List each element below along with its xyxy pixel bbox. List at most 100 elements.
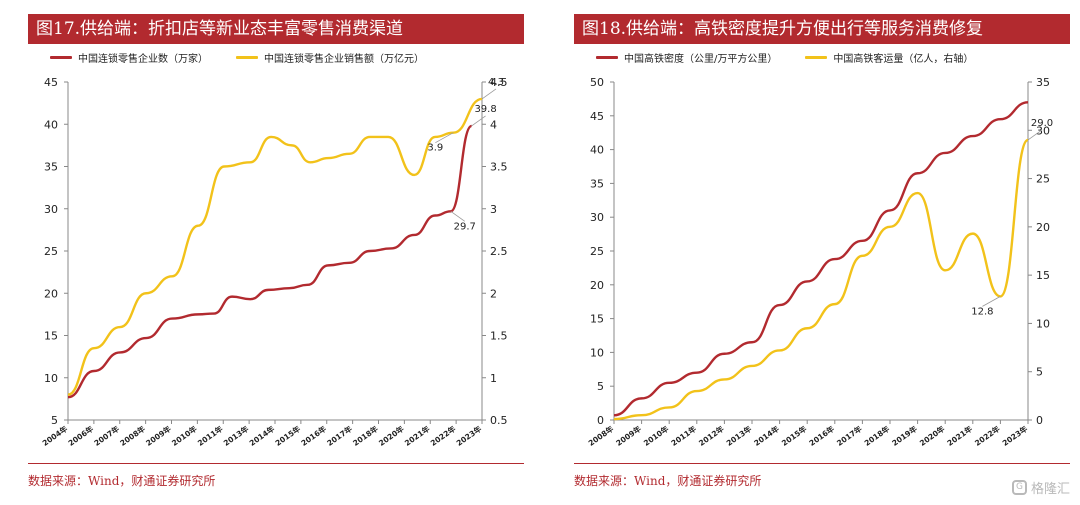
x-tick-label: 2009年 xyxy=(614,423,643,448)
x-tick-label: 2018年 xyxy=(351,423,380,448)
annotation-leader xyxy=(450,210,465,222)
x-tick-label: 2010年 xyxy=(641,423,670,448)
data-label: 12.8 xyxy=(971,306,993,317)
x-tick-label: 2006年 xyxy=(66,423,95,448)
legend-label: 中国高铁密度（公里/万平方公里） xyxy=(624,54,778,65)
y-tick-label-left: 45 xyxy=(590,110,604,123)
legend-swatch-red xyxy=(596,56,618,59)
chart-title: 图17.供给端：折扣店等新业态丰富零售消费渠道 xyxy=(28,14,524,44)
chart-legend: 中国连锁零售企业数（万家） 中国连锁零售企业销售额（万亿元） xyxy=(50,50,424,65)
y-tick-label-right: 2.5 xyxy=(490,245,508,258)
divider xyxy=(574,463,1070,464)
x-tick-label: 2013年 xyxy=(221,423,250,448)
x-tick-label: 2022年 xyxy=(973,423,1002,448)
x-tick-label: 2015年 xyxy=(779,423,808,448)
legend-item: 中国连锁零售企业销售额（万亿元） xyxy=(236,50,424,65)
x-tick-label: 2018年 xyxy=(862,423,891,448)
legend-label: 中国连锁零售企业数（万家） xyxy=(78,54,208,65)
y-tick-label-right: 3.5 xyxy=(490,161,508,174)
legend-swatch-yellow xyxy=(236,56,258,59)
series-line-yellow xyxy=(67,97,483,396)
divider xyxy=(28,463,524,464)
annotation-leader xyxy=(471,115,486,127)
x-tick-label: 2017年 xyxy=(835,423,864,448)
y-tick-label-left: 10 xyxy=(590,346,604,359)
y-tick-label-right: 10 xyxy=(1036,317,1050,330)
chart-panel-right: 图18.供给端：高铁密度提升方便出行等服务消费修复 中国高铁密度（公里/万平方公… xyxy=(546,0,1078,505)
series-line-red xyxy=(67,124,473,399)
y-tick-label-right: 4 xyxy=(490,118,497,131)
data-label: 39.8 xyxy=(474,104,496,115)
y-tick-label-right: 2 xyxy=(490,287,497,300)
x-tick-label: 2015年 xyxy=(273,423,302,448)
y-tick-label-left: 25 xyxy=(590,245,604,258)
x-tick-label: 2014年 xyxy=(752,423,781,448)
y-tick-label-right: 4.5 xyxy=(490,76,508,89)
watermark: G 格隆汇 xyxy=(1011,478,1070,497)
y-tick-label-left: 35 xyxy=(44,161,58,174)
x-tick-label: 2017年 xyxy=(325,423,354,448)
data-label: 29.0 xyxy=(1031,118,1053,129)
legend-item: 中国高铁密度（公里/万平方公里） xyxy=(596,50,777,65)
x-tick-label: 2013年 xyxy=(724,423,753,448)
legend-item: 中国高铁客运量（亿人，右轴） xyxy=(805,50,973,65)
legend-swatch-red xyxy=(50,56,72,59)
x-tick-label: 2016年 xyxy=(299,423,328,448)
x-tick-label: 2007年 xyxy=(92,423,121,448)
y-tick-label-left: 5 xyxy=(51,414,58,427)
x-tick-label: 2008年 xyxy=(118,423,147,448)
data-label: 4.3 xyxy=(488,77,504,88)
legend-swatch-yellow xyxy=(805,56,828,59)
g-logo-icon: G xyxy=(1011,480,1027,495)
watermark-text: 格隆汇 xyxy=(1030,482,1070,497)
source-note: 数据来源：Wind，财通证券研究所 xyxy=(574,474,762,488)
y-tick-label-right: 0.5 xyxy=(490,414,508,427)
data-label: 3.9 xyxy=(427,143,443,154)
x-tick-label: 2011年 xyxy=(669,423,698,448)
chart-title: 图18.供给端：高铁密度提升方便出行等服务消费修复 xyxy=(574,14,1070,44)
x-tick-label: 2016年 xyxy=(807,423,836,448)
data-label: 29.7 xyxy=(454,221,476,232)
annotation-leader xyxy=(481,88,497,100)
x-tick-label: 2023年 xyxy=(454,423,483,448)
series-line-red xyxy=(613,101,1029,417)
x-tick-label: 2021年 xyxy=(402,423,431,448)
annotation-leader xyxy=(1027,129,1043,141)
y-tick-label-right: 30 xyxy=(1036,124,1050,137)
y-tick-label-left: 10 xyxy=(44,372,58,385)
y-tick-label-right: 3 xyxy=(490,203,497,216)
x-tick-label: 2010年 xyxy=(170,423,199,448)
y-tick-label-right: 5 xyxy=(1036,366,1043,379)
source-note: 数据来源：Wind，财通证券研究所 xyxy=(28,474,216,488)
y-tick-label-left: 20 xyxy=(590,279,604,292)
x-tick-label: 2022年 xyxy=(428,423,457,448)
legend-label: 中国连锁零售企业销售额（万亿元） xyxy=(264,54,424,65)
x-tick-label: 2019年 xyxy=(890,423,919,448)
y-tick-label-left: 30 xyxy=(590,211,604,224)
y-tick-label-left: 40 xyxy=(44,118,58,131)
y-tick-label-left: 25 xyxy=(44,245,58,258)
y-tick-label-left: 5 xyxy=(597,380,604,393)
y-tick-label-right: 20 xyxy=(1036,221,1050,234)
x-tick-label: 2020年 xyxy=(377,423,406,448)
y-tick-label-right: 1.5 xyxy=(490,330,508,343)
x-tick-label: 2020年 xyxy=(917,423,946,448)
legend-item: 中国连锁零售企业数（万家） xyxy=(50,50,208,65)
chart-legend: 中国高铁密度（公里/万平方公里） 中国高铁客运量（亿人，右轴） xyxy=(596,50,973,65)
y-tick-label-left: 15 xyxy=(44,330,58,343)
y-tick-label-left: 40 xyxy=(590,144,604,157)
y-tick-label-left: 15 xyxy=(590,313,604,326)
legend-label: 中国高铁客运量（亿人，右轴） xyxy=(833,54,974,65)
y-tick-label-right: 0 xyxy=(1036,414,1043,427)
chart-panel-left: 图17.供给端：折扣店等新业态丰富零售消费渠道 中国连锁零售企业数（万家） 中国… xyxy=(0,0,532,505)
annotation-leader xyxy=(982,296,1001,307)
y-tick-label-left: 45 xyxy=(44,76,58,89)
y-tick-label-left: 35 xyxy=(590,177,604,190)
y-tick-label-left: 30 xyxy=(44,203,58,216)
annotation-leader xyxy=(435,132,454,144)
y-tick-label-left: 0 xyxy=(597,414,604,427)
x-tick-label: 2011年 xyxy=(195,423,224,448)
y-tick-label-left: 50 xyxy=(590,76,604,89)
y-tick-label-left: 20 xyxy=(44,287,58,300)
